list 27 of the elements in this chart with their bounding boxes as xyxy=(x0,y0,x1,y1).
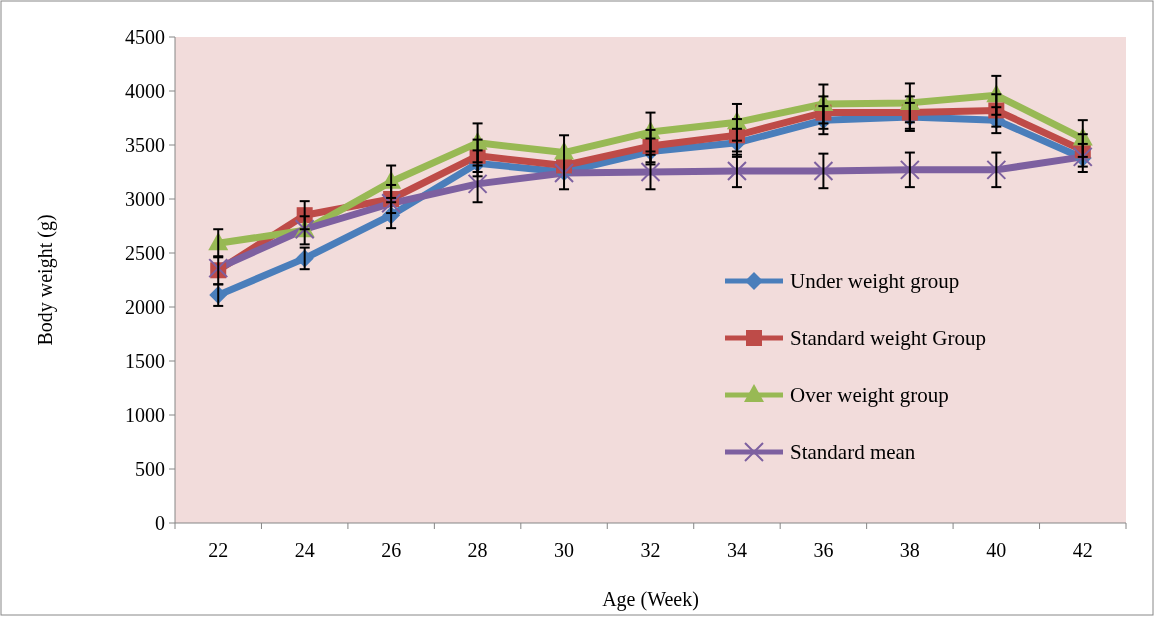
legend-label: Over weight group xyxy=(790,383,949,408)
y-tick-label: 3000 xyxy=(125,188,165,210)
y-tick-label: 1000 xyxy=(125,404,165,426)
y-tick-label: 2000 xyxy=(125,296,165,318)
x-tick-label: 24 xyxy=(294,539,315,561)
x-tick-label: 22 xyxy=(208,539,229,561)
x-tick-label: 40 xyxy=(986,539,1007,561)
y-tick-label: 4500 xyxy=(125,26,165,48)
y-tick-label: 1500 xyxy=(125,350,165,372)
x-tick-label: 30 xyxy=(554,539,575,561)
y-tick-label: 4000 xyxy=(125,80,165,102)
x-axis-title: Age (Week) xyxy=(602,588,699,611)
y-axis-title: Body weight (g) xyxy=(34,214,57,346)
x-tick-label: 34 xyxy=(726,539,747,561)
x-tick-label: 36 xyxy=(813,539,834,561)
x-tick-label: 28 xyxy=(467,539,488,561)
x-tick-label: 42 xyxy=(1072,539,1093,561)
x-tick-label: 26 xyxy=(381,539,402,561)
legend-label: Standard weight Group xyxy=(790,326,986,351)
x-tick-label: 32 xyxy=(640,539,661,561)
y-tick-label: 0 xyxy=(155,512,165,534)
y-tick-label: 3500 xyxy=(125,134,165,156)
legend-label: Standard mean xyxy=(790,440,916,465)
legend-label: Under weight group xyxy=(790,269,960,294)
y-tick-label: 2500 xyxy=(125,242,165,264)
x-tick-label: 38 xyxy=(899,539,920,561)
y-tick-label: 500 xyxy=(135,458,165,480)
